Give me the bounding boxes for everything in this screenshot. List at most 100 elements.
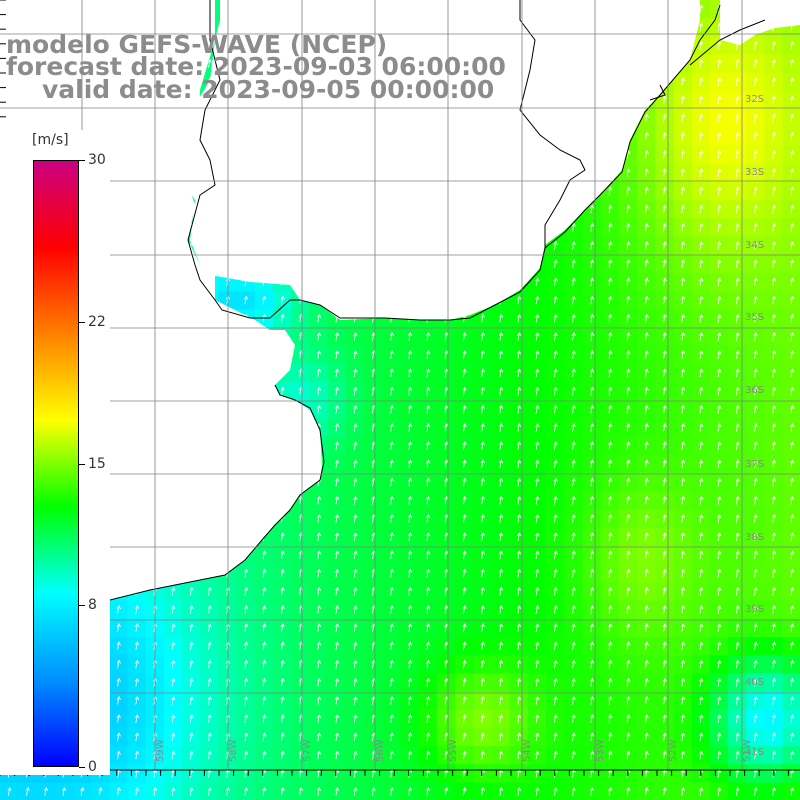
wind-arrow [498, 513, 504, 523]
wind-arrow [189, 623, 194, 632]
wind-arrow [426, 386, 431, 396]
wind-arrow [571, 750, 576, 760]
wind-arrow [699, 204, 704, 214]
wind-arrow [571, 422, 576, 432]
wind-arrow [353, 714, 358, 723]
wind-arrow [316, 695, 322, 705]
wind-arrow [662, 677, 667, 687]
wind-arrow [171, 750, 176, 760]
wind-arrow [790, 786, 795, 796]
wind-arrow [517, 568, 522, 578]
wind-arrow [189, 786, 194, 796]
wind-arrow [680, 513, 686, 523]
wind-arrow [608, 659, 613, 669]
wind-arrow [335, 459, 340, 469]
colorbar-tick [79, 767, 85, 768]
wind-arrow [353, 732, 358, 742]
wind-arrow [262, 714, 267, 723]
wind-arrow [608, 186, 613, 196]
wind-arrow [389, 586, 394, 596]
wind-arrow [535, 422, 540, 432]
wind-arrow [98, 786, 103, 796]
wind-arrow [626, 677, 631, 687]
wind-arrow [407, 350, 413, 359]
wind-arrow [699, 422, 704, 432]
wind-arrow [644, 695, 649, 705]
wind-arrow [280, 313, 285, 323]
wind-arrow [662, 350, 667, 359]
wind-arrow [389, 677, 394, 687]
wind-arrow [699, 714, 704, 723]
wind-arrow [753, 659, 758, 669]
latitude-label: 37S [745, 459, 764, 470]
wind-arrow [335, 513, 340, 523]
wind-arrow [171, 786, 176, 796]
wind-arrow [535, 623, 540, 632]
wind-arrow [335, 477, 340, 487]
wind-arrow [735, 259, 740, 268]
wind-arrow [517, 677, 522, 687]
wind-arrow [608, 277, 613, 287]
wind-arrow [407, 714, 413, 723]
wind-arrow [608, 386, 613, 396]
wind-arrow [680, 313, 686, 323]
wind-arrow [189, 695, 194, 705]
wind-arrow [480, 331, 485, 341]
wind-arrow [680, 659, 686, 669]
wind-arrow [553, 240, 558, 250]
wind-arrow [717, 750, 722, 760]
wind-arrow [662, 240, 667, 250]
wind-arrow [644, 295, 649, 305]
wind-arrow [462, 714, 467, 723]
wind-arrow [644, 495, 649, 505]
wind-arrow [753, 149, 758, 159]
wind-arrow [753, 495, 758, 505]
wind-arrow [462, 732, 467, 742]
latitude-label: 35S [745, 312, 764, 323]
wind-arrow [553, 714, 558, 723]
wind-arrow [790, 277, 795, 287]
wind-arrow [717, 459, 722, 469]
wind-arrow [553, 277, 558, 287]
wind-arrow [735, 131, 740, 141]
wind-arrow [717, 422, 722, 432]
wind-arrow [480, 477, 485, 487]
wind-arrow [353, 350, 358, 359]
coast-plata [214, 299, 450, 321]
longitude-label: 59W [155, 739, 166, 762]
wind-arrow [207, 750, 212, 760]
wind-arrow [571, 240, 576, 250]
wind-arrow [717, 550, 722, 560]
wind-arrow [662, 204, 667, 214]
wind-arrow [571, 623, 576, 632]
wind-arrow [316, 313, 322, 323]
latitude-label: 41S [745, 747, 764, 758]
wind-arrow [171, 659, 176, 669]
wind-arrow [535, 586, 540, 596]
wind-arrow [535, 350, 540, 359]
wind-arrow [662, 386, 667, 396]
wind-arrow [498, 459, 504, 469]
wind-arrow [389, 732, 394, 742]
wind-arrow [244, 604, 249, 614]
wind-arrow [335, 586, 340, 596]
wind-arrow [134, 604, 140, 614]
wind-arrow [62, 786, 67, 796]
wind-arrow [771, 495, 777, 505]
wind-arrow [680, 95, 686, 105]
wind-arrow [189, 732, 194, 742]
wind-arrow [662, 695, 667, 705]
wind-arrow [480, 386, 485, 396]
wind-arrow [790, 641, 795, 651]
wind-arrow [753, 295, 758, 305]
wind-arrow [626, 750, 631, 760]
wind-arrow [480, 313, 485, 323]
wind-arrow [407, 586, 413, 596]
wind-arrow [353, 513, 358, 523]
wind-arrow [680, 77, 686, 86]
wind-arrow [644, 786, 649, 796]
wind-arrow [426, 477, 431, 487]
wind-arrow [244, 295, 249, 305]
wind-arrow [699, 568, 704, 578]
wind-arrow [353, 459, 358, 469]
